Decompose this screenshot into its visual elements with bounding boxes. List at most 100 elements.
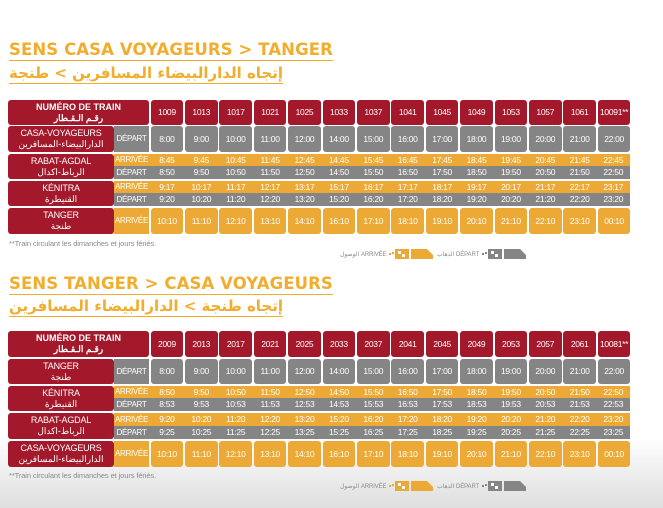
arrival-time: 16:17 (355, 181, 392, 193)
station-label: KÉNITRA القنيطرة (8, 386, 114, 411)
arrival-time: 21:50 (561, 386, 598, 398)
arrival-time: 20:10 (460, 441, 493, 467)
departure-time: 9:53 (183, 398, 220, 411)
train-number-header: NUMÉRO DE TRAIN رقـم الـقـطار (8, 100, 149, 125)
departure-time: 17:20 (389, 193, 426, 206)
arrival-time: 22:50 (596, 386, 631, 398)
departure-time: 18:50 (458, 166, 495, 179)
timetable: NUMÉRO DE TRAIN رقـم الـقـطار 1009 1013 1017… (8, 100, 656, 234)
departure-time: 17:50 (424, 166, 461, 179)
departure-label: DÉPART (114, 398, 149, 411)
departure-time: 10:25 (183, 426, 220, 439)
station-label: RABAT-AGDAL الرباط-اكدال (8, 413, 114, 439)
train-number: 2049 (460, 331, 493, 357)
station-label: KÉNITRA القنيطرة (8, 181, 114, 206)
train-number: 1045 (425, 100, 459, 125)
train-number: 1057 (528, 100, 562, 125)
departure-time: 15:00 (356, 359, 390, 384)
train-number-label-ar: رقـم الـقـطار (53, 344, 104, 354)
departure-time: 23:25 (596, 426, 631, 439)
station-name-fr: RABAT-AGDAL (30, 155, 92, 166)
arrival-label: ARRIVÉE (114, 181, 149, 193)
train-number: 2025 (288, 331, 321, 357)
train-number: 2057 (528, 331, 562, 357)
train-number: 10081** (597, 331, 631, 357)
arrival-time: 18:20 (424, 413, 461, 426)
arrival-time: 21:10 (494, 441, 528, 467)
arrival-time: 10:10 (150, 208, 184, 234)
departure-time: 12:50 (286, 166, 323, 179)
arrival-time: 11:10 (184, 441, 218, 467)
departure-time: 20:20 (492, 193, 529, 206)
train-number: 2037 (356, 331, 390, 357)
departure-time: 13:20 (286, 193, 323, 206)
departure-time: 9:50 (183, 166, 220, 179)
train-number-label-ar: رقـم الـقـطار (53, 112, 104, 123)
arrival-time: 13:10 (253, 208, 287, 234)
arrival-time: 22:20 (561, 413, 598, 426)
departure-time: 20:50 (527, 166, 564, 179)
train-number: 2045 (425, 331, 459, 357)
departure-time: 11:20 (217, 193, 254, 206)
arrival-time: 13:20 (286, 413, 323, 426)
arrival-time: 19:50 (492, 386, 529, 398)
arrival-time: 20:50 (527, 386, 564, 398)
footnote: **Train circulant les dimanches et jours… (9, 471, 157, 480)
arrival-time: 13:17 (286, 181, 323, 193)
train-number: 10091** (597, 100, 631, 125)
arrival-time: 12:17 (252, 181, 289, 193)
arrival-time: 10:20 (183, 413, 220, 426)
departure-time: 8:00 (150, 126, 184, 152)
arrival-time: 11:10 (184, 208, 218, 234)
arrival-time: 9:45 (183, 154, 220, 166)
departure-time: 21:20 (527, 193, 564, 206)
departure-time: 15:53 (355, 398, 392, 411)
train-number: 2017 (219, 331, 253, 357)
train-number: 1021 (253, 100, 287, 125)
train-number: 2061 (563, 331, 597, 357)
section-title-ar: إتجاه الدارالبيضاء المسافرين > طنجة (9, 64, 284, 84)
departure-label: DÉPART (114, 193, 149, 206)
train-number: 1053 (494, 100, 528, 125)
departure-time: 11:50 (252, 166, 289, 179)
departure-time: 15:25 (320, 426, 357, 439)
departure-time: 10:00 (219, 359, 253, 384)
arrival-time: 10:10 (150, 441, 184, 467)
train-arrival-icon (389, 481, 434, 491)
departure-time: 22:53 (596, 398, 631, 411)
departure-time: 20:00 (528, 126, 562, 152)
departure-time: 12:00 (288, 126, 321, 152)
arrival-time: 17:10 (356, 441, 390, 467)
station-name-fr: KÉNITRA (42, 182, 80, 193)
departure-time: 21:00 (563, 359, 597, 384)
departure-time: 22:00 (597, 359, 631, 384)
departure-time: 16:25 (355, 426, 392, 439)
arrival-time: 18:10 (391, 208, 425, 234)
arrival-time: 13:10 (253, 441, 287, 467)
arrival-time: 22:10 (528, 441, 562, 467)
arrival-time: 8:45 (148, 154, 185, 166)
station-name-fr: TANGER (43, 210, 79, 220)
departure-time: 22:25 (561, 426, 598, 439)
legend-arrival: الوصول ARRIVÉE (340, 480, 437, 492)
departure-time: 17:00 (425, 359, 459, 384)
section-title-ar: إتجاه طنجة > الدارالبيضاء المسافرين (9, 297, 284, 317)
departure-time: 16:00 (391, 359, 425, 384)
arrival-time: 00:10 (597, 208, 631, 234)
departure-label: DÉPART (114, 426, 149, 439)
arrival-label: ARRIVÉE (114, 386, 149, 398)
departure-time: 11:25 (217, 426, 254, 439)
station-name-ar: القنيطرة (44, 193, 78, 204)
arrival-time: 23:10 (563, 441, 597, 467)
train-number: 1037 (356, 100, 390, 125)
arrival-time: 11:45 (252, 154, 289, 166)
legend-departure: الذهاب DÉPART (437, 480, 530, 492)
arrival-time: 23:20 (596, 413, 631, 426)
arrival-time: 16:45 (389, 154, 426, 166)
arrival-label: ARRIVÉE (114, 208, 149, 234)
arrival-time: 23:17 (596, 181, 631, 193)
station-name-fr: CASA-VOYAGEURS (20, 443, 102, 453)
departure-time: 21:25 (527, 426, 564, 439)
departure-time: 9:00 (184, 126, 218, 152)
arrival-time: 14:10 (288, 441, 321, 467)
